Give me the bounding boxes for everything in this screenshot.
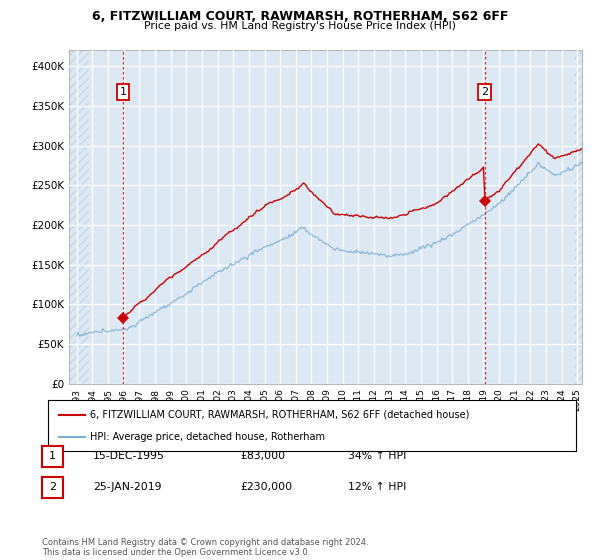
Bar <box>69 50 89 384</box>
Text: 12% ↑ HPI: 12% ↑ HPI <box>348 482 406 492</box>
Text: 1: 1 <box>49 451 56 461</box>
Text: 2: 2 <box>49 482 56 492</box>
Text: 6, FITZWILLIAM COURT, RAWMARSH, ROTHERHAM, S62 6FF: 6, FITZWILLIAM COURT, RAWMARSH, ROTHERHA… <box>92 10 508 22</box>
Text: HPI: Average price, detached house, Rotherham: HPI: Average price, detached house, Roth… <box>90 432 325 442</box>
Text: £230,000: £230,000 <box>240 482 292 492</box>
Text: 34% ↑ HPI: 34% ↑ HPI <box>348 451 406 461</box>
Text: 25-JAN-2019: 25-JAN-2019 <box>93 482 161 492</box>
Text: 1: 1 <box>119 87 127 97</box>
Text: Price paid vs. HM Land Registry's House Price Index (HPI): Price paid vs. HM Land Registry's House … <box>144 21 456 31</box>
Text: 6, FITZWILLIAM COURT, RAWMARSH, ROTHERHAM, S62 6FF (detached house): 6, FITZWILLIAM COURT, RAWMARSH, ROTHERHA… <box>90 409 470 419</box>
Text: Contains HM Land Registry data © Crown copyright and database right 2024.
This d: Contains HM Land Registry data © Crown c… <box>42 538 368 557</box>
Text: 2: 2 <box>481 87 488 97</box>
Text: 15-DEC-1995: 15-DEC-1995 <box>93 451 165 461</box>
Bar <box>574 50 582 384</box>
Text: £83,000: £83,000 <box>240 451 285 461</box>
